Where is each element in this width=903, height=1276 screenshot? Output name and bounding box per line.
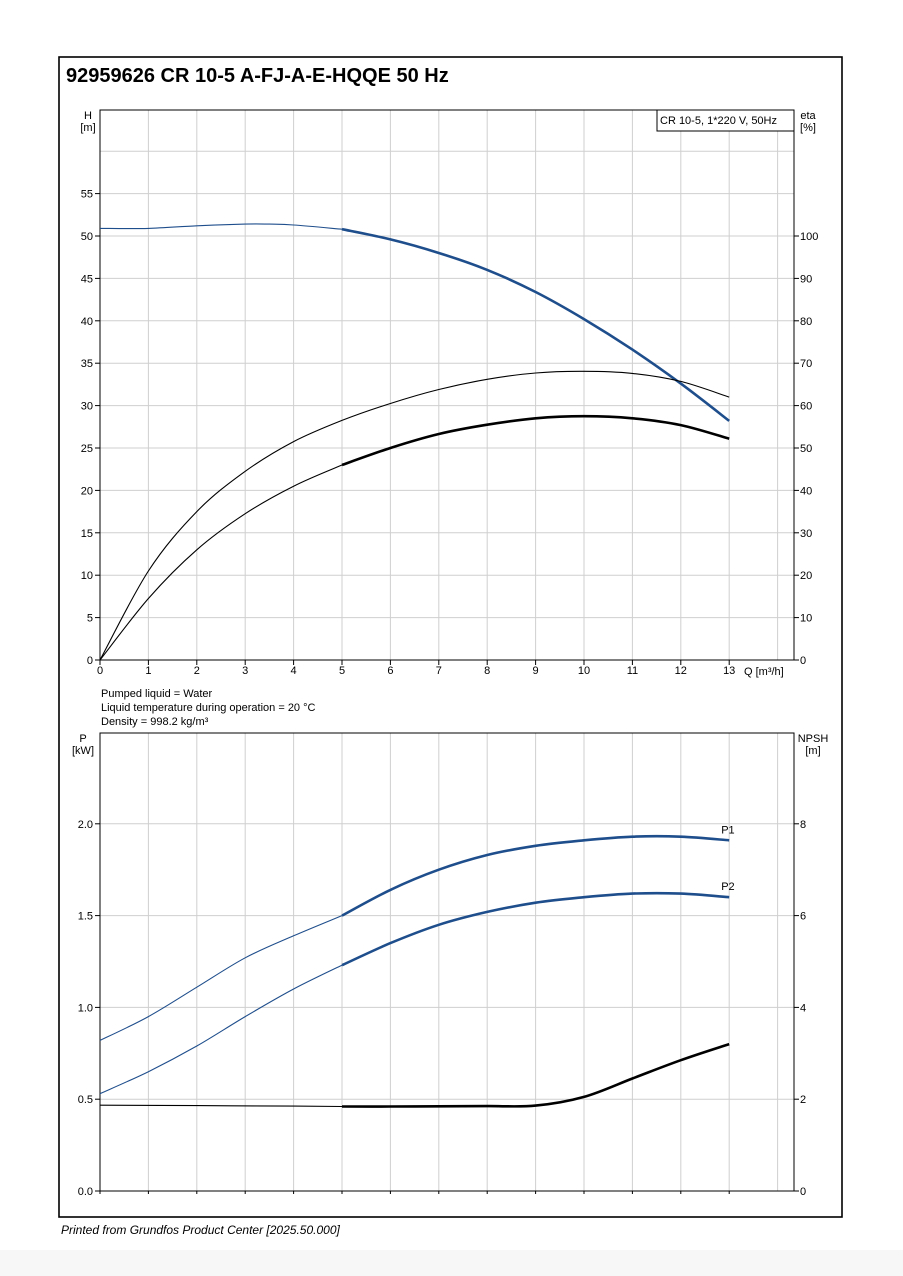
npsh-tick-label: 4 — [800, 1002, 806, 1014]
h-curve-operating — [341, 227, 730, 422]
p1-curve-operating — [341, 834, 730, 917]
series-label-p2: P2 — [721, 881, 734, 893]
power-chart-axes: 0.0 0.5 1.0 1.5 2.0 0 2 4 6 8 — [78, 819, 806, 1198]
note-density: Density = 998.2 kg/m³ — [101, 716, 209, 728]
p-axis-label-symbol: P — [79, 733, 86, 745]
head-chart-series — [99, 223, 730, 661]
x-tick-label: 4 — [291, 665, 297, 677]
p-tick-label: 1.5 — [78, 911, 93, 923]
eta-tick-label: 60 — [800, 401, 812, 413]
note-pumped-liquid: Pumped liquid = Water — [101, 688, 213, 700]
h-tick-label: 40 — [81, 316, 93, 328]
eta-tick-label: 100 — [800, 231, 818, 243]
head-chart-grid — [99, 110, 794, 660]
h-tick-label: 0 — [87, 655, 93, 667]
model-legend-box — [656, 109, 795, 132]
eta-tick-label: 80 — [800, 316, 812, 328]
eta-axis-label-symbol: eta — [800, 110, 816, 122]
x-tick-label: 12 — [675, 665, 687, 677]
h-curve-extended — [99, 223, 343, 230]
x-tick-label: 8 — [484, 665, 490, 677]
eta-tick-label: 90 — [800, 273, 812, 285]
x-tick-label: 1 — [145, 665, 151, 677]
x-tick-label: 2 — [194, 665, 200, 677]
h-tick-label: 25 — [81, 443, 93, 455]
eta-tick-label: 30 — [800, 528, 812, 540]
eta-tick-label: 20 — [800, 570, 812, 582]
npsh-tick-label: 6 — [800, 911, 806, 923]
h-tick-label: 35 — [81, 358, 93, 370]
x-tick-label: 13 — [723, 665, 735, 677]
head-efficiency-chart: 0 1 2 3 4 5 6 7 8 9 10 11 12 130510152025303540455055… — [80, 109, 819, 678]
power-chart-series: P1 P2 — [99, 824, 735, 1108]
x-tick-label: 7 — [436, 665, 442, 677]
footer-printed-from: Printed from Grundfos Product Center [20… — [61, 1223, 340, 1237]
p2-curve-extended — [99, 964, 343, 1095]
p-tick-label: 0.5 — [78, 1094, 93, 1106]
x-tick-label: 11 — [627, 665, 638, 677]
npsh-axis-label-unit: [m] — [805, 745, 820, 757]
head-chart-plot-area — [99, 109, 795, 661]
h-tick-label: 50 — [81, 231, 93, 243]
h-tick-label: 45 — [81, 273, 93, 285]
model-legend-text: CR 10-5, 1*220 V, 50Hz — [660, 115, 777, 127]
npsh-curve-operating — [341, 1042, 730, 1108]
npsh-curve-extended — [99, 1104, 343, 1108]
h-tick-label: 30 — [81, 401, 93, 413]
eta-upper-curve — [99, 370, 730, 661]
eta-lower-curve-extended — [99, 464, 343, 661]
p-axis-label-unit: [kW] — [72, 745, 94, 757]
h-tick-label: 20 — [81, 485, 93, 497]
x-tick-label: 9 — [533, 665, 539, 677]
npsh-tick-label: 0 — [800, 1186, 806, 1198]
h-tick-label: 10 — [81, 570, 93, 582]
eta-lower-curve-operating — [341, 414, 730, 467]
eta-axis-label-unit: [%] — [800, 122, 816, 134]
x-tick-label: 10 — [578, 665, 590, 677]
power-chart-grid — [99, 733, 794, 1191]
x-tick-label: 0 — [97, 665, 103, 677]
page-title: 92959626 CR 10-5 A-FJ-A-E-HQQE 50 Hz — [66, 65, 449, 87]
p1-curve-extended — [99, 915, 343, 1041]
h-axis-label-symbol: H — [84, 110, 92, 122]
page-frame — [58, 56, 843, 1218]
h-axis-label-unit: [m] — [80, 122, 95, 134]
eta-tick-label: 50 — [800, 443, 812, 455]
eta-tick-label: 10 — [800, 613, 812, 625]
h-tick-label: 15 — [81, 528, 93, 540]
q-axis-label: Q [m³/h] — [744, 666, 784, 678]
x-tick-label: 5 — [339, 665, 345, 677]
h-tick-label: 5 — [87, 613, 93, 625]
p-tick-label: 2.0 — [78, 819, 93, 831]
x-tick-label: 6 — [387, 665, 393, 677]
p-tick-label: 1.0 — [78, 1002, 93, 1014]
note-liquid-temperature: Liquid temperature during operation = 20… — [101, 702, 316, 714]
head-chart-axes: 0 1 2 3 4 5 6 7 8 9 10 11 12 130510152025303540455055… — [81, 189, 819, 677]
x-tick-label: 3 — [242, 665, 248, 677]
npsh-axis-label-symbol: NPSH — [798, 733, 829, 745]
p2-curve-operating — [341, 891, 730, 967]
p-tick-label: 0.0 — [78, 1186, 93, 1198]
series-label-p1: P1 — [721, 824, 734, 836]
eta-tick-label: 70 — [800, 358, 812, 370]
power-npsh-chart: 0.0 0.5 1.0 1.5 2.0 0 2 4 6 8 P1 P2 P [kW] NPSH [m… — [72, 732, 829, 1198]
npsh-tick-label: 2 — [800, 1094, 806, 1106]
eta-tick-label: 40 — [800, 485, 812, 497]
h-tick-label: 55 — [81, 189, 93, 201]
npsh-tick-label: 8 — [800, 819, 806, 831]
power-chart-plot-area — [99, 732, 795, 1192]
eta-tick-label: 0 — [800, 655, 806, 667]
